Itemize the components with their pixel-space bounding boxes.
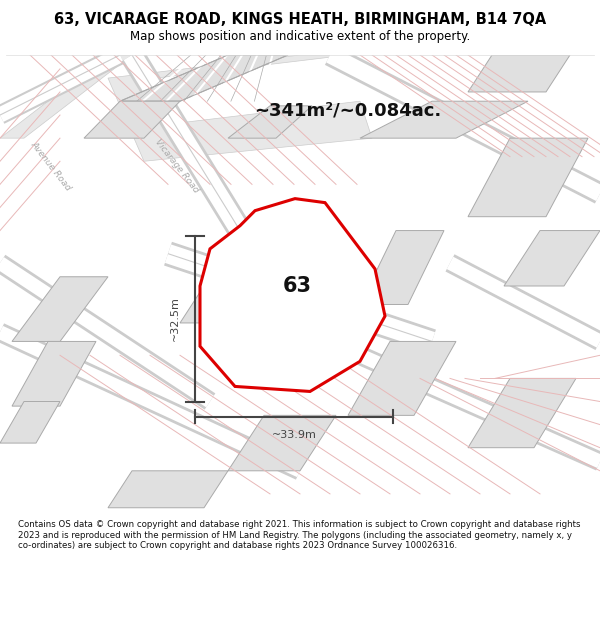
Polygon shape: [0, 401, 60, 443]
Polygon shape: [504, 231, 600, 286]
Polygon shape: [468, 378, 576, 448]
Text: 63: 63: [283, 276, 311, 296]
Polygon shape: [228, 106, 312, 138]
Polygon shape: [348, 341, 456, 416]
Text: ~32.5m: ~32.5m: [170, 296, 180, 341]
Text: ~341m²/~0.084ac.: ~341m²/~0.084ac.: [254, 101, 442, 119]
Text: Abbots Road: Abbots Road: [269, 254, 325, 286]
Polygon shape: [120, 55, 288, 101]
Polygon shape: [108, 55, 372, 161]
Text: Vicarage Road: Vicarage Road: [153, 138, 201, 194]
Polygon shape: [200, 199, 385, 391]
Polygon shape: [360, 101, 528, 138]
Text: Map shows position and indicative extent of the property.: Map shows position and indicative extent…: [130, 30, 470, 43]
Text: ~33.9m: ~33.9m: [272, 431, 316, 441]
Polygon shape: [0, 55, 132, 138]
Text: Avenue Road: Avenue Road: [29, 139, 73, 192]
Polygon shape: [12, 341, 96, 406]
Polygon shape: [468, 55, 570, 92]
Polygon shape: [12, 277, 108, 341]
Polygon shape: [108, 471, 228, 508]
Text: 63, VICARAGE ROAD, KINGS HEATH, BIRMINGHAM, B14 7QA: 63, VICARAGE ROAD, KINGS HEATH, BIRMINGH…: [54, 12, 546, 27]
Polygon shape: [180, 249, 270, 323]
Polygon shape: [360, 231, 444, 304]
Polygon shape: [84, 101, 180, 138]
Text: Contains OS data © Crown copyright and database right 2021. This information is : Contains OS data © Crown copyright and d…: [18, 520, 581, 550]
Polygon shape: [468, 138, 588, 217]
Polygon shape: [228, 416, 336, 471]
